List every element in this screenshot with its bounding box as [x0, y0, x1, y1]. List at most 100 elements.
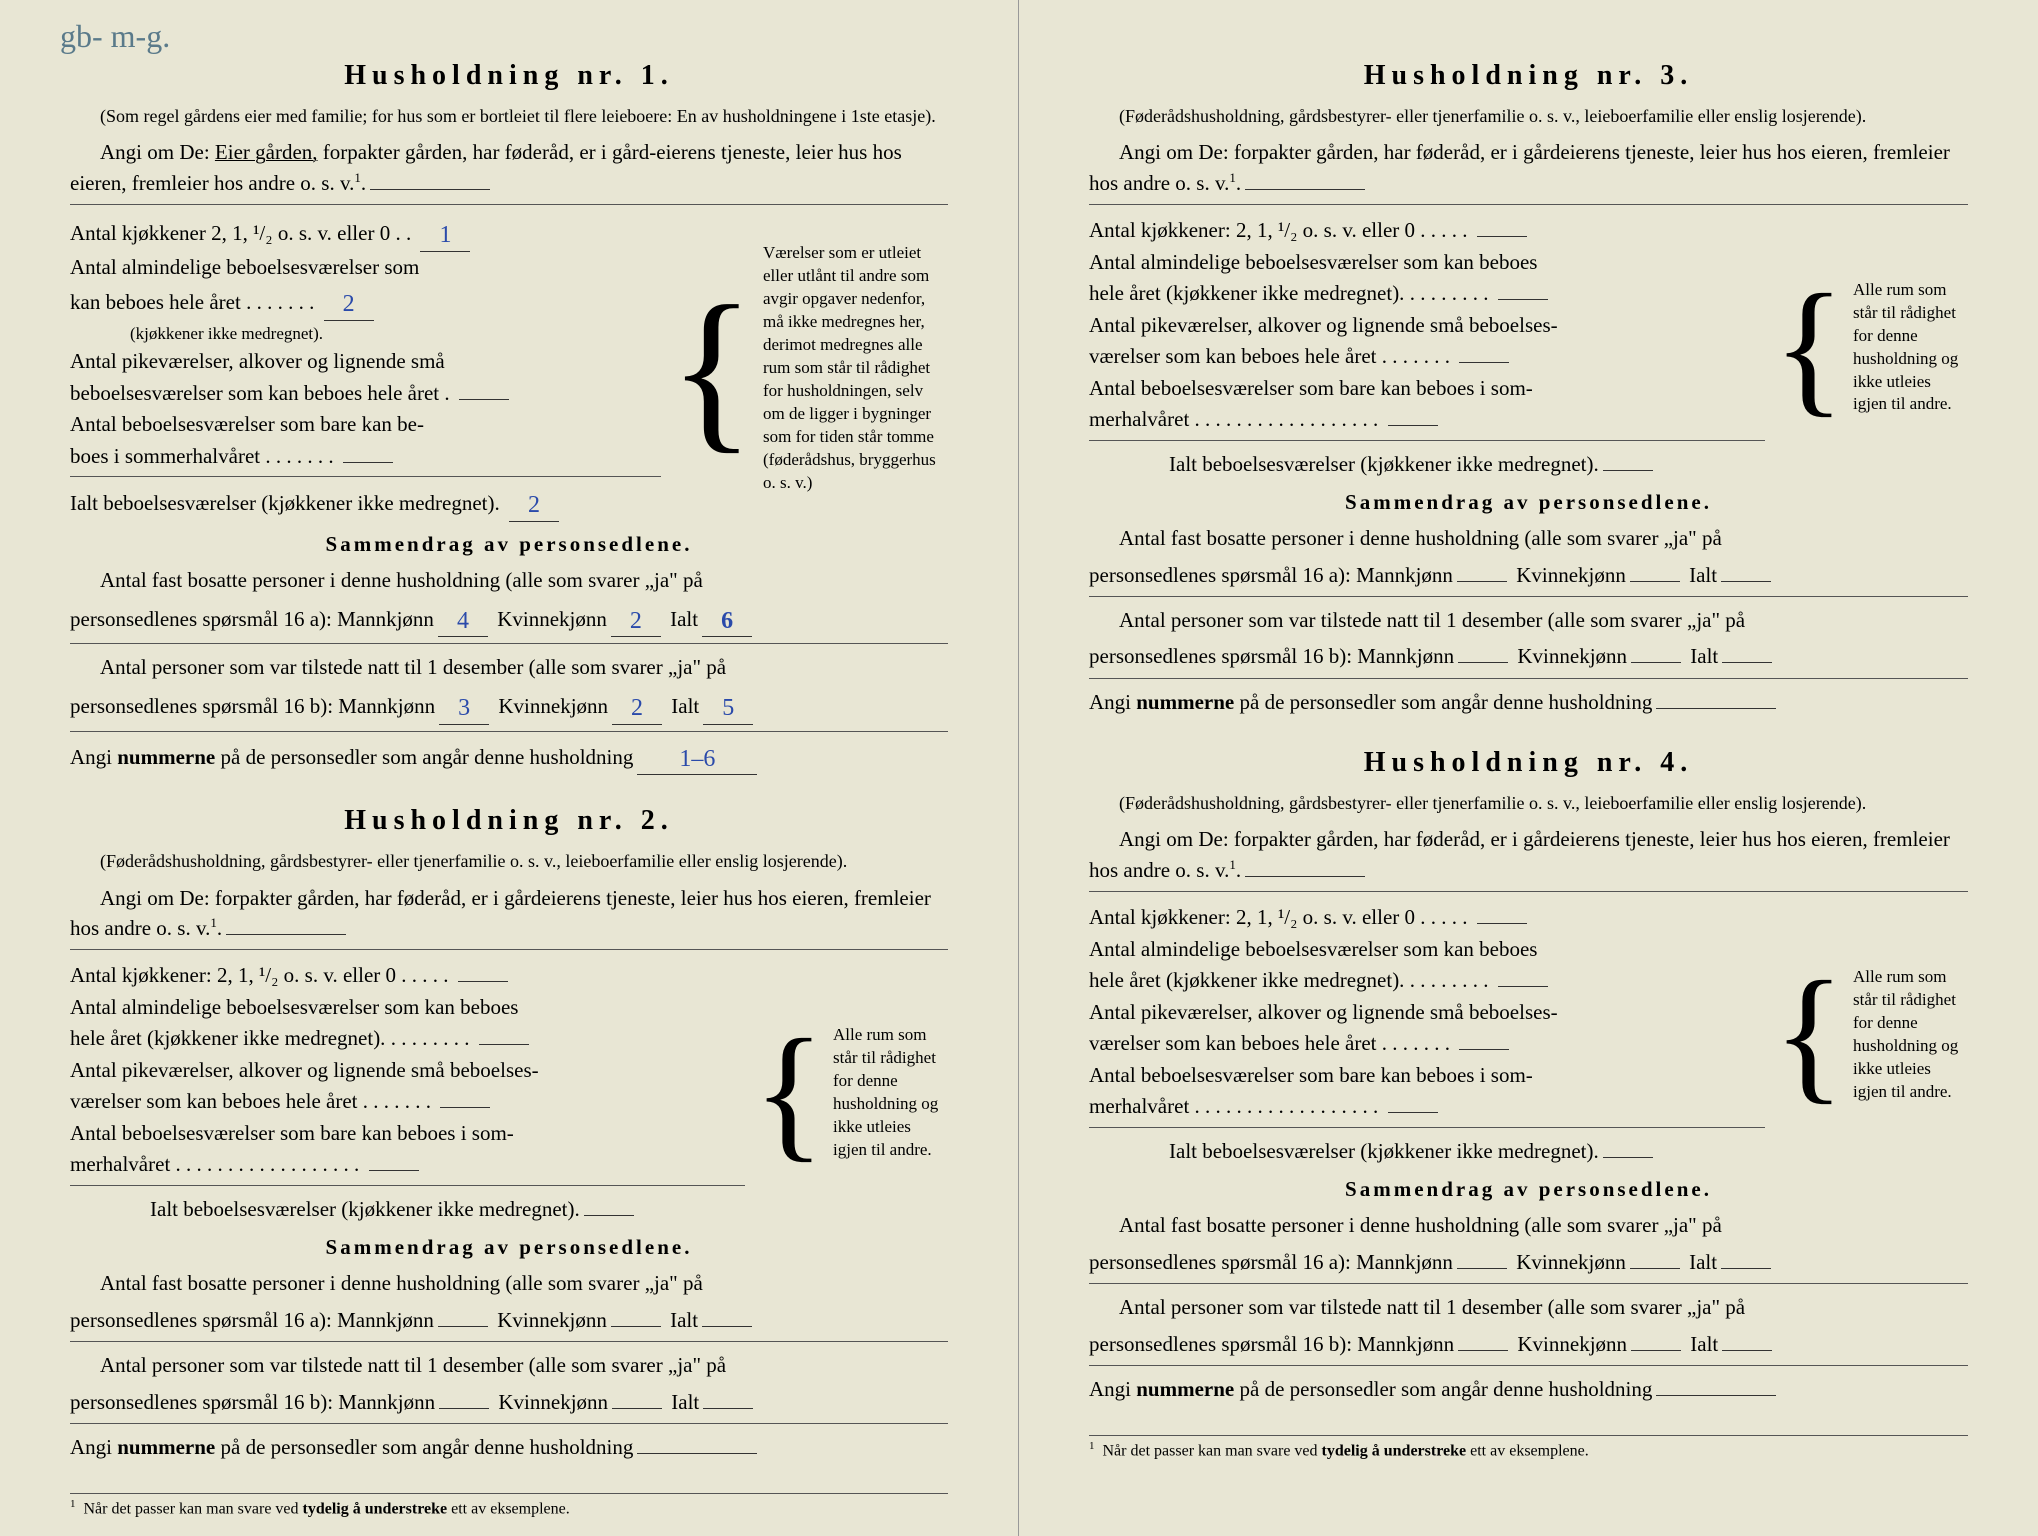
h3-k5-val	[1603, 470, 1653, 471]
h2-rooms-left: Antal kjøkkener: 2, 1, ¹/₂ o. s. v. elle…	[70, 960, 745, 1225]
h3-s1-k	[1630, 581, 1680, 582]
h4-sup: 1	[1229, 857, 1236, 872]
h2-s2a: Antal personer som var tilstede natt til…	[70, 1350, 948, 1380]
h2-k3-val	[440, 1107, 490, 1108]
h1-s1k-hw: 2	[630, 608, 642, 634]
h4-s1b: personsedlenes spørsmål 16 a): Mannkjønn	[1089, 1250, 1453, 1274]
h3-k3b: værelser som kan beboes hele året	[1089, 344, 1376, 368]
h2-k2a: Antal almindelige beboelsesværelser som …	[70, 992, 745, 1024]
h4-s3-val	[1656, 1395, 1776, 1396]
h2-nummerne: nummerne	[117, 1435, 215, 1459]
h3-s2-i	[1722, 662, 1772, 663]
h1-side-note: Værelser som er utleiet eller utlånt til…	[763, 242, 948, 494]
h1-s2i-label: Ialt	[671, 694, 699, 718]
household-4: Husholdning nr. 4. (Føderådshusholdning,…	[1089, 747, 1968, 1404]
h3-summary-title: Sammendrag av personsedlene.	[1089, 490, 1968, 515]
h2-rule	[70, 949, 948, 950]
h2-s1b-row: personsedlenes spørsmål 16 a): Mannkjønn…	[70, 1305, 948, 1335]
h4-rooms-block: Antal kjøkkener: 2, 1, ¹/₂ o. s. v. elle…	[1089, 902, 1968, 1167]
h2-summary-title: Sammendrag av personsedlene.	[70, 1235, 948, 1260]
footnote-bold: tydelig å understreke	[303, 1500, 448, 1517]
household-1: Husholdning nr. 1. (Som regel gårdens ei…	[70, 60, 948, 775]
h4-k4-row: merhalvåret . . . . . . . . . . . . . . …	[1089, 1091, 1765, 1123]
h2-k2b: hele året (kjøkkener ikke medregnet).	[70, 1026, 385, 1050]
h2-s1i-label: Ialt	[670, 1308, 698, 1332]
h2-rule2	[70, 1185, 745, 1186]
h4-angi: Angi om De: forpakter gården, har føderå…	[1089, 827, 1950, 881]
h4-s2-k	[1631, 1350, 1681, 1351]
h3-k3-val	[1459, 362, 1509, 363]
h4-s1k-label: Kvinnekjønn	[1516, 1250, 1626, 1274]
h1-s1i-hw: 6	[721, 608, 733, 634]
h2-s2-i	[703, 1408, 753, 1409]
h2-bracket: {	[753, 1040, 825, 1145]
h1-rule4	[70, 731, 948, 732]
h4-k3-row: værelser som kan beboes hele året . . . …	[1089, 1028, 1765, 1060]
h2-k5-row: Ialt beboelsesværelser (kjøkkener ikke m…	[70, 1194, 745, 1226]
h1-nummerne: nummerne	[117, 745, 215, 769]
h2-s1k-label: Kvinnekjønn	[497, 1308, 607, 1332]
h1-s1i-label: Ialt	[670, 607, 698, 631]
h4-nummerne: nummerne	[1136, 1377, 1234, 1401]
h2-sup: 1	[210, 915, 217, 930]
h1-s1m-hw: 4	[457, 608, 469, 634]
h1-k2-row: kan beboes hele året . . . . . . . 2	[70, 284, 661, 321]
h3-angi-blank	[1245, 189, 1365, 190]
h3-s3-row: Angi nummerne på de personsedler som ang…	[1089, 687, 1968, 717]
h1-title: Husholdning nr. 1.	[70, 60, 948, 92]
h4-k5: Ialt beboelsesværelser (kjøkkener ikke m…	[1169, 1139, 1599, 1163]
h1-s2a: Antal personer som var tilstede natt til…	[70, 652, 948, 682]
h3-k2-val	[1498, 299, 1548, 300]
h2-intro: (Føderådshusholdning, gårdsbestyrer- ell…	[70, 849, 948, 874]
h4-k2b: hele året (kjøkkener ikke medregnet).	[1089, 968, 1404, 992]
h2-k2-val	[479, 1044, 529, 1045]
h4-k2a: Antal almindelige beboelsesværelser som …	[1089, 934, 1765, 966]
h3-rule	[1089, 204, 1968, 205]
h2-s2b: personsedlenes spørsmål 16 b): Mannkjønn	[70, 1390, 435, 1414]
h4-summary-title: Sammendrag av personsedlene.	[1089, 1177, 1968, 1202]
h3-k2-row: hele året (kjøkkener ikke medregnet). . …	[1089, 278, 1765, 310]
h2-rooms-block: Antal kjøkkener: 2, 1, ¹/₂ o. s. v. elle…	[70, 960, 948, 1225]
h1-bracket: {	[669, 306, 755, 432]
h3-title: Husholdning nr. 3.	[1089, 60, 1968, 92]
h2-angi-blank	[226, 934, 346, 935]
h1-s3-val: 1–6	[637, 740, 757, 776]
h4-title: Husholdning nr. 4.	[1089, 747, 1968, 779]
h3-k3-row: værelser som kan beboes hele året . . . …	[1089, 341, 1765, 373]
h1-s1b-row: personsedlenes spørsmål 16 a): Mannkjønn…	[70, 602, 948, 638]
h4-k3a: Antal pikeværelser, alkover og lignende …	[1089, 997, 1765, 1029]
h4-rooms-left: Antal kjøkkener: 2, 1, ¹/₂ o. s. v. elle…	[1089, 902, 1765, 1167]
h4-k1-row: Antal kjøkkener: 2, 1, ¹/₂ o. s. v. elle…	[1089, 902, 1765, 934]
h3-intro: (Føderådshusholdning, gårdsbestyrer- ell…	[1089, 104, 1968, 129]
h1-k3-val	[459, 399, 509, 400]
h1-s1-k: 2	[611, 602, 661, 638]
h4-s2b-row: personsedlenes spørsmål 16 b): Mannkjønn…	[1089, 1329, 1968, 1359]
h2-angi: Angi om De: forpakter gården, har føderå…	[70, 886, 931, 940]
h4-k5-val	[1603, 1157, 1653, 1158]
h1-k4b: boes i sommerhalvåret	[70, 444, 260, 468]
h1-k2b: kan beboes hele året	[70, 290, 241, 314]
h2-k3-row: værelser som kan beboes hele året . . . …	[70, 1086, 745, 1118]
h4-k5-row: Ialt beboelsesværelser (kjøkkener ikke m…	[1089, 1136, 1765, 1168]
h3-s2b: personsedlenes spørsmål 16 b): Mannkjønn	[1089, 644, 1454, 668]
h1-s2k-label: Kvinnekjønn	[498, 694, 608, 718]
h1-k1-label: Antal kjøkkener 2, 1, ¹/₂ o. s. v. eller…	[70, 221, 390, 245]
h3-k1-row: Antal kjøkkener: 2, 1, ¹/₂ o. s. v. elle…	[1089, 215, 1765, 247]
h4-s1-m	[1457, 1268, 1507, 1269]
h3-k4-row: merhalvåret . . . . . . . . . . . . . . …	[1089, 404, 1765, 436]
h1-k2a: Antal almindelige beboelsesværelser som	[70, 252, 661, 284]
h1-k1-hw: 1	[439, 222, 451, 248]
h1-rule2	[70, 476, 661, 477]
h4-k3b: værelser som kan beboes hele året	[1089, 1031, 1376, 1055]
h3-angi: Angi om De: forpakter gården, har føderå…	[1089, 140, 1950, 194]
h4-s2k-label: Kvinnekjønn	[1517, 1332, 1627, 1356]
h1-intro: (Som regel gårdens eier med familie; for…	[70, 104, 948, 129]
h4-rule2	[1089, 1127, 1765, 1128]
h1-s1b: personsedlenes spørsmål 16 a): Mannkjønn	[70, 607, 434, 631]
h2-s2i-label: Ialt	[671, 1390, 699, 1414]
h1-rooms-left: Antal kjøkkener 2, 1, ¹/₂ o. s. v. eller…	[70, 215, 661, 522]
document-spread: gb- m-g. Husholdning nr. 1. (Som regel g…	[0, 0, 2038, 1536]
h3-rooms-block: Antal kjøkkener: 2, 1, ¹/₂ o. s. v. elle…	[1089, 215, 1968, 480]
h4-s1a: Antal fast bosatte personer i denne hush…	[1089, 1210, 1968, 1240]
h2-s1-i	[702, 1326, 752, 1327]
